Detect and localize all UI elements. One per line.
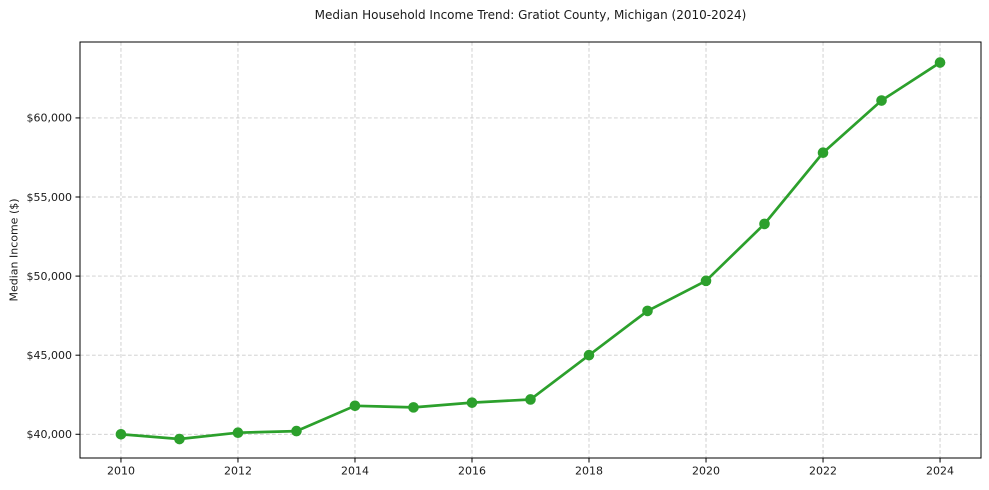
data-point-2018	[583, 349, 595, 361]
plot-frame	[79, 41, 982, 459]
x-tick-label: 2014	[341, 465, 369, 478]
y-tick-label: $40,000	[27, 428, 73, 441]
data-point-2022	[817, 147, 829, 159]
y-tick-label: $55,000	[27, 191, 73, 204]
data-point-2017	[525, 394, 536, 405]
y-tick-label: $60,000	[27, 112, 73, 125]
data-point-2014	[349, 400, 361, 412]
data-point-2021	[759, 218, 770, 230]
y-tick-label: $45,000	[27, 349, 73, 362]
x-tick-label: 2016	[458, 465, 486, 478]
x-tick-label: 2012	[224, 465, 252, 478]
trend-line	[119, 61, 942, 441]
data-point-2011	[174, 433, 185, 445]
y-axis-label: Median Income ($)	[7, 198, 21, 302]
data-point-2016	[466, 397, 478, 408]
x-tick-label: 2018	[575, 465, 603, 478]
data-point-2010	[115, 428, 127, 440]
data-point-2013	[291, 425, 302, 437]
data-point-2015	[408, 402, 419, 413]
data-point-2019	[642, 305, 653, 317]
x-tick-label: 2020	[692, 465, 720, 478]
x-tick-label: 2010	[107, 465, 135, 478]
data-point-2012	[232, 427, 244, 438]
chart-title: Median Household Income Trend: Gratiot C…	[314, 8, 747, 22]
data-point-2023	[876, 95, 887, 106]
data-point-2020	[700, 275, 712, 287]
y-tick-label: $50,000	[27, 270, 73, 283]
x-tick-label: 2022	[809, 465, 837, 478]
data-point-2024	[934, 57, 946, 68]
x-tick-label: 2024	[926, 465, 954, 478]
